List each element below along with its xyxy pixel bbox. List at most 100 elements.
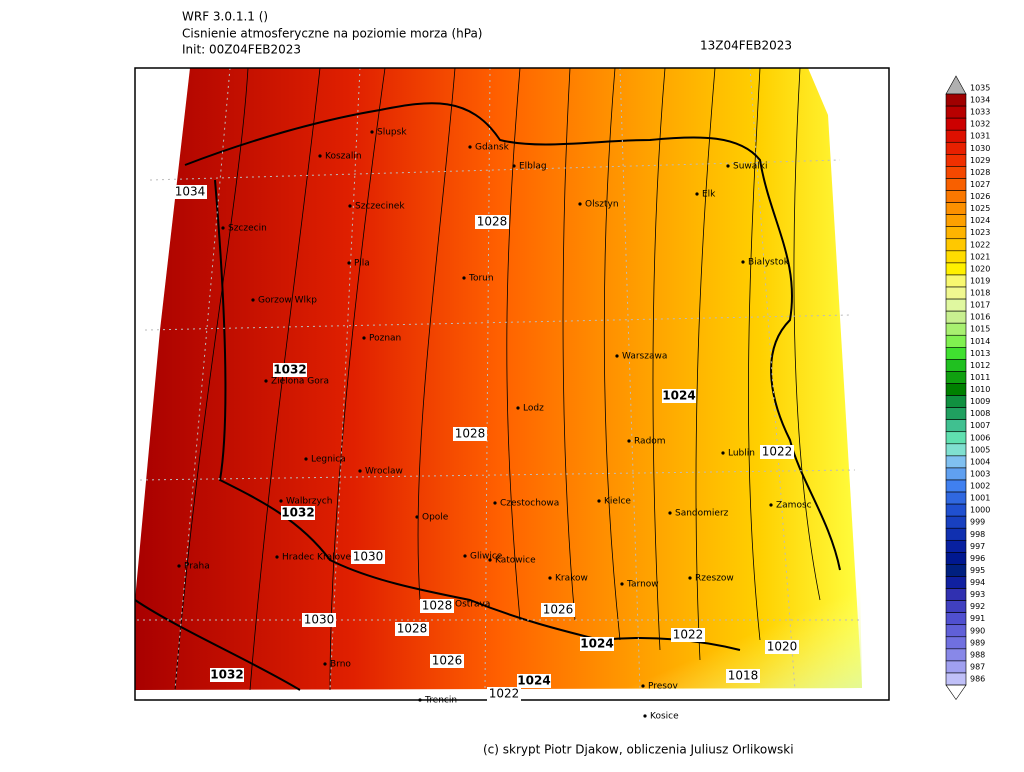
contour-label: 1032 [281,506,314,520]
contour-label-bg [580,637,614,651]
colorbar-label: 1029 [970,156,990,165]
city-dot [548,576,552,580]
colorbar-box [945,298,967,312]
city-dot [597,499,601,503]
city-dot [512,164,516,168]
city-dot [769,503,773,507]
isobars [174,67,821,691]
footer: (c) skrypt Piotr Djakow, obliczenia Juli… [483,743,794,757]
city-dot [221,226,225,230]
city-label: Koszalin [325,152,362,162]
city-label: Tarnow [626,580,659,590]
city-label: Brno [330,660,351,670]
pressure-field [135,68,862,690]
colorbar-label: 993 [970,590,985,599]
colorbar: 1035 1034 1033 1032 1031 1030 1029 1028 1027 1026… [945,75,990,701]
init-time: Init: 00Z04FEB2023 [182,43,301,57]
city-dot [643,714,647,718]
colorbar-label: 992 [970,602,985,611]
colorbar-box [945,202,967,215]
city-label: Praha [184,562,210,572]
colorbar-arrow [945,75,967,95]
colorbar-label: 1006 [970,433,990,442]
city-label: Gliwice [470,552,503,562]
contour-label-bg [453,427,487,441]
city-dot [516,406,520,410]
contour-label: 1028 [397,622,428,636]
city-dot [641,684,645,688]
colorbar-label: 1034 [970,96,990,105]
city-label: Ostrava [455,600,490,610]
colorbar-box [945,443,967,457]
colorbar-label: 1009 [970,397,990,406]
contour-label: 1028 [422,599,453,613]
city-dot [358,469,362,473]
city-label: Czestochowa [500,499,559,509]
contour-label: 1022 [489,687,520,701]
colorbar-box [945,117,967,131]
city-label: Torun [468,274,494,284]
colorbar-box [945,383,967,396]
contour-label-bg [173,185,207,199]
colorbar-arrow-bottom [945,684,967,701]
colorbar-box [945,226,967,240]
city-dot [275,555,279,559]
colorbar-box [945,262,967,276]
colorbar-label: 1026 [970,192,990,201]
colorbar-box [945,539,967,553]
contour-label: 1028 [477,215,508,229]
city-label: Hradec Kralove [282,553,351,563]
contour-label: 1030 [304,613,335,627]
city-label: Rzeszow [695,574,734,584]
colorbar-box [945,515,967,529]
colorbar-label: 1025 [970,204,990,213]
city-label: Lublin [728,449,755,459]
colorbar-label: 1033 [970,108,990,117]
colorbar-label: 1032 [970,120,990,129]
city-label: Elk [702,190,716,200]
city-dot [415,515,419,519]
contour-label: 1020 [767,640,798,654]
city-label: Elblag [519,162,547,172]
colorbar-label: 1030 [970,144,990,153]
contour-label: 1030 [353,550,384,564]
colorbar-box [945,600,967,613]
city-dot [695,192,699,196]
colorbar-label: 998 [970,530,985,539]
colorbar-label: 1014 [970,337,990,346]
colorbar-box [945,455,967,469]
pressure-field-low [560,560,862,690]
colorbar-box [945,552,967,565]
city-dot [721,451,725,455]
colorbar-box [945,648,967,662]
contour-label-bg [273,363,307,377]
contour-label: 1022 [673,628,704,642]
city-dot [688,576,692,580]
contour-label-bg [662,389,696,403]
city-label: Trencin [424,696,457,706]
city-dot [615,354,619,358]
city-label: Legnica [311,455,346,465]
colorbar-box [945,636,967,650]
contour-label-bg [487,687,521,701]
colorbar-box [945,141,967,155]
city-dot [462,276,466,280]
city-dot [323,662,327,666]
contour-label: 1026 [432,654,463,668]
colorbar-label: 1020 [970,264,990,273]
contour-label-bg [765,640,799,654]
colorbar-box [945,395,967,408]
contour-label-bg [351,550,385,564]
city-label: Wroclaw [365,467,403,477]
colorbar-label: 1010 [970,385,990,394]
colorbar-label: 1027 [970,180,990,189]
city-label: Bialystok [748,258,790,268]
colorbar-box [945,190,967,203]
colorbar-label: 987 [970,662,985,671]
city-label: Pila [354,259,370,269]
colorbar-box [945,431,967,445]
colorbar-label: 1022 [970,240,990,249]
colorbar-label: 989 [970,638,985,647]
city-label: Gdansk [475,143,510,153]
